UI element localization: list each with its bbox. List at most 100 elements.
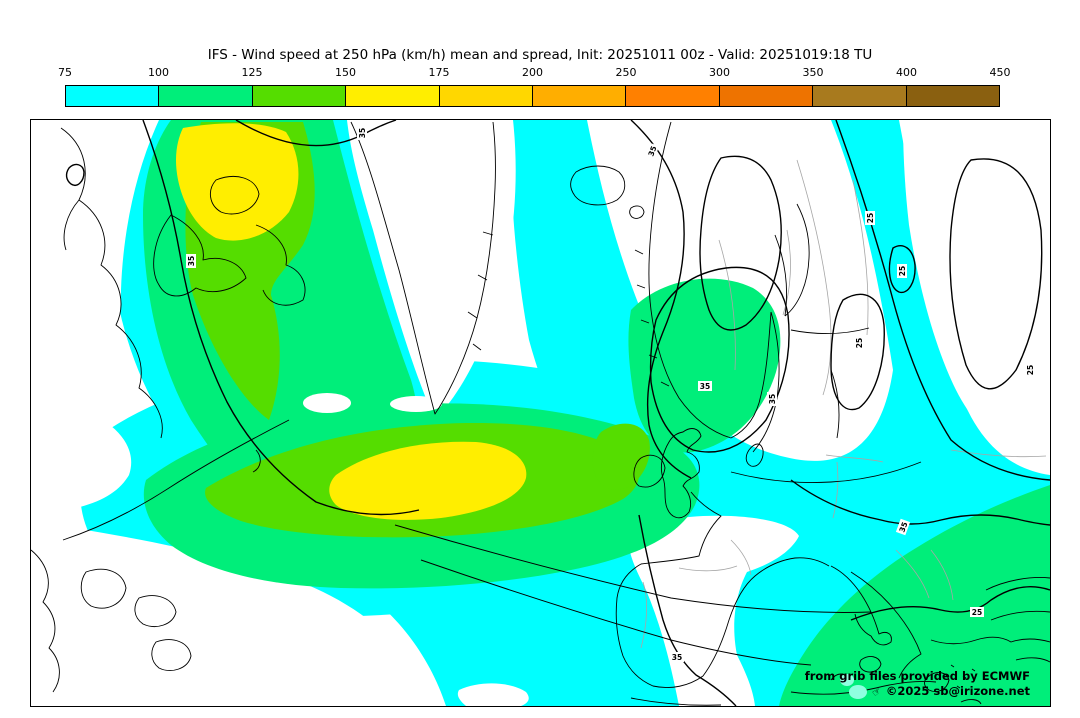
colorbar <box>65 85 1001 107</box>
country-borders-layer <box>640 159 1047 649</box>
contour-label: 25 <box>970 607 984 617</box>
contour-labels-layer: 35 35 35 35 35 25 25 25 25 35 25 35 <box>186 126 1035 662</box>
border-balkans <box>895 549 954 601</box>
contour-label: 25 <box>897 264 907 278</box>
wind-region-yellow-northwest <box>176 123 299 241</box>
spread-contour-bottom-left-b <box>420 559 812 666</box>
coastline-greenland <box>350 121 496 415</box>
svg-text:35: 35 <box>672 653 682 662</box>
spread-contour-top-center <box>630 120 692 479</box>
wind-region-white-pocket-2 <box>390 396 442 412</box>
spread-contour-scandinavia-lower-loop <box>649 266 790 453</box>
border-sweden-finland <box>782 229 791 316</box>
coastline-western-europe <box>615 491 830 688</box>
attribution-line2-text: ©2025 sb@irizone.net <box>885 683 1030 698</box>
svg-text:25: 25 <box>972 608 982 617</box>
colorbar-cell-125-150 <box>251 85 347 107</box>
contour-label: 35 <box>895 518 911 536</box>
colorbar-cell-250-300 <box>625 85 720 107</box>
wind-region-spring-southeast <box>779 485 1050 706</box>
contour-label: 35 <box>767 392 777 406</box>
logo-blob-1 <box>840 674 854 686</box>
spread-contour-small-loop-2 <box>830 293 885 411</box>
svg-text:35: 35 <box>700 382 710 391</box>
svg-text:25: 25 <box>866 213 875 223</box>
coastline-bottom-left-islands <box>31 549 192 693</box>
colorbar-tick: 175 <box>428 66 450 79</box>
colorbar-tick: 300 <box>709 66 730 79</box>
wind-region-green-west-of-ireland <box>592 423 650 490</box>
colorbar-tick: 100 <box>148 66 169 79</box>
spread-contour-newfoundland <box>235 120 397 147</box>
svg-text:25: 25 <box>855 338 864 348</box>
svg-text:35: 35 <box>646 145 658 158</box>
svg-text:35: 35 <box>768 394 777 404</box>
colorbar-tick: 75 <box>58 66 72 79</box>
svg-text:25: 25 <box>898 266 907 276</box>
wind-region-white-northeast <box>903 120 1050 468</box>
coastline-north-america <box>60 127 306 541</box>
colorbar-cell-150-175 <box>345 85 440 107</box>
colorbar-tick: 150 <box>335 66 356 79</box>
spread-contour-scandinavia-upper-loop <box>699 155 782 331</box>
coastline-british-isles <box>633 428 702 519</box>
svg-text:35: 35 <box>897 521 909 534</box>
colorbar-cell-350-400 <box>812 85 907 107</box>
border-central-europe <box>825 454 884 519</box>
spread-contour-northeast-loop <box>949 158 1043 390</box>
coastline-scandinavia <box>629 121 922 483</box>
border-portugal-spain <box>640 581 648 649</box>
coastline-mediterranean <box>630 565 1050 706</box>
border-france-inner <box>730 539 752 576</box>
weather-map: 35 35 35 35 35 25 25 25 25 35 25 35 <box>30 119 1051 707</box>
contour-label: 25 <box>1025 363 1035 377</box>
colorbar-tick: 250 <box>615 66 637 79</box>
contour-label: 35 <box>357 126 367 140</box>
contour-label: 35 <box>698 381 712 391</box>
border-finland-russia <box>852 179 869 336</box>
contour-label: 25 <box>854 336 864 350</box>
contour-label: 35 <box>644 142 660 160</box>
spread-contour-east-long <box>835 120 1050 481</box>
colorbar-tick: 400 <box>896 66 917 79</box>
contour-label: 35 <box>670 652 684 662</box>
spread-contour-northwest <box>142 120 420 516</box>
logo-watermark <box>840 674 867 699</box>
spread-contour-balkans-lower <box>850 585 1050 621</box>
spread-contour-iberia <box>638 514 737 706</box>
coastline-iceland <box>570 165 626 206</box>
wind-region-yellow-central-jet <box>329 441 527 520</box>
logo-blob-2 <box>849 685 867 699</box>
svg-text:35: 35 <box>358 128 367 138</box>
wind-region-white-pocket-1 <box>303 393 351 413</box>
hand-icon: ☞ <box>870 685 884 700</box>
colorbar-tick-labels: 75 100 125 150 175 200 250 300 350 400 450 <box>58 66 1011 80</box>
colorbar-tick: 350 <box>802 66 824 79</box>
spread-contours-layer <box>65 120 1050 706</box>
contour-label: 25 <box>865 211 875 225</box>
colorbar-cell-75-100 <box>65 85 160 107</box>
colorbar-tick: 450 <box>989 66 1011 79</box>
colorbar-tick: 200 <box>522 66 543 79</box>
spread-contour-small-loop-1 <box>888 245 916 294</box>
colorbar-cell-100-125 <box>158 85 253 107</box>
colorbar-tick: 125 <box>241 66 263 79</box>
spread-contour-bottom-left-a <box>394 524 872 613</box>
colorbar-cell-200-250 <box>532 85 627 107</box>
wind-region-white-pocket-3 <box>457 683 529 706</box>
colorbar-cell-400-450 <box>905 85 1001 107</box>
page-title: IFS - Wind speed at 250 hPa (km/h) mean … <box>207 47 873 63</box>
spread-contour-balkans-upper <box>790 479 1050 526</box>
border-bothnia-coast <box>796 159 832 396</box>
wind-speed-fill-layer <box>31 120 1050 706</box>
attribution-line2: ☞ ©2025 sb@irizone.net <box>580 684 1030 701</box>
wind-region-white-greenland <box>347 120 516 420</box>
colorbar-cell-300-350 <box>718 85 814 107</box>
spread-contour-tiny-loop-nw <box>65 163 85 186</box>
border-pyrenees <box>678 565 738 572</box>
border-norway-sweden <box>718 239 736 371</box>
svg-text:35: 35 <box>187 256 196 266</box>
border-east-europe <box>950 449 1047 458</box>
colorbar-cell-175-200 <box>438 85 534 107</box>
contour-label: 35 <box>186 254 196 268</box>
